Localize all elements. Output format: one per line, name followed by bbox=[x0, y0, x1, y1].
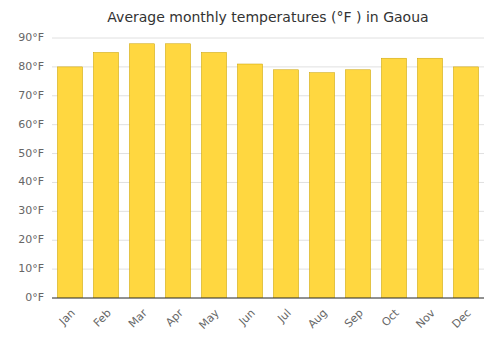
bar bbox=[165, 44, 190, 298]
x-tick-label: Mar bbox=[126, 306, 150, 330]
x-tick-label: Jul bbox=[274, 307, 293, 326]
x-tick-label: Oct bbox=[379, 306, 402, 329]
bar bbox=[237, 64, 262, 298]
x-tick-label: Dec bbox=[450, 307, 474, 331]
x-axis-line bbox=[52, 298, 484, 299]
x-tick-label: Feb bbox=[91, 307, 114, 330]
y-tick-label: 40°F bbox=[18, 175, 44, 188]
y-grid bbox=[52, 38, 484, 298]
y-tick-label: 50°F bbox=[18, 147, 44, 160]
x-tick-label: Jan bbox=[56, 307, 78, 329]
bar bbox=[57, 67, 82, 298]
x-tick-label: Aug bbox=[305, 307, 329, 331]
bar bbox=[201, 52, 226, 298]
chart: 0°F 10°F 20°F 30°F 40°F 50°F 60°F 70°F 80°F 90°F J… bbox=[0, 0, 500, 350]
x-tick-label: Nov bbox=[413, 306, 438, 331]
x-tick-label: Jun bbox=[236, 307, 258, 329]
bar bbox=[129, 44, 154, 298]
bar bbox=[453, 67, 478, 298]
y-tick-label: 0°F bbox=[25, 291, 44, 304]
x-tick-label: Sep bbox=[342, 307, 366, 331]
bar bbox=[345, 70, 370, 298]
x-tick-label: May bbox=[196, 306, 222, 332]
grid-line bbox=[52, 38, 484, 39]
y-tick-label: 90°F bbox=[18, 31, 44, 44]
y-tick-label: 80°F bbox=[18, 60, 44, 73]
bar bbox=[417, 58, 442, 298]
y-tick-label: 10°F bbox=[18, 262, 44, 275]
bars bbox=[57, 44, 478, 298]
y-tick-label: 70°F bbox=[18, 89, 44, 102]
bar bbox=[93, 52, 118, 298]
y-tick-label: 30°F bbox=[18, 204, 44, 217]
y-tick-label: 20°F bbox=[18, 233, 44, 246]
grid-line bbox=[52, 298, 484, 299]
bar bbox=[309, 73, 334, 298]
y-tick-label: 60°F bbox=[18, 118, 44, 131]
bar bbox=[273, 70, 298, 298]
title: Average monthly temperatures (°F ) in Ga… bbox=[107, 9, 428, 25]
bar bbox=[381, 58, 406, 298]
x-tick-label: Apr bbox=[163, 306, 186, 329]
